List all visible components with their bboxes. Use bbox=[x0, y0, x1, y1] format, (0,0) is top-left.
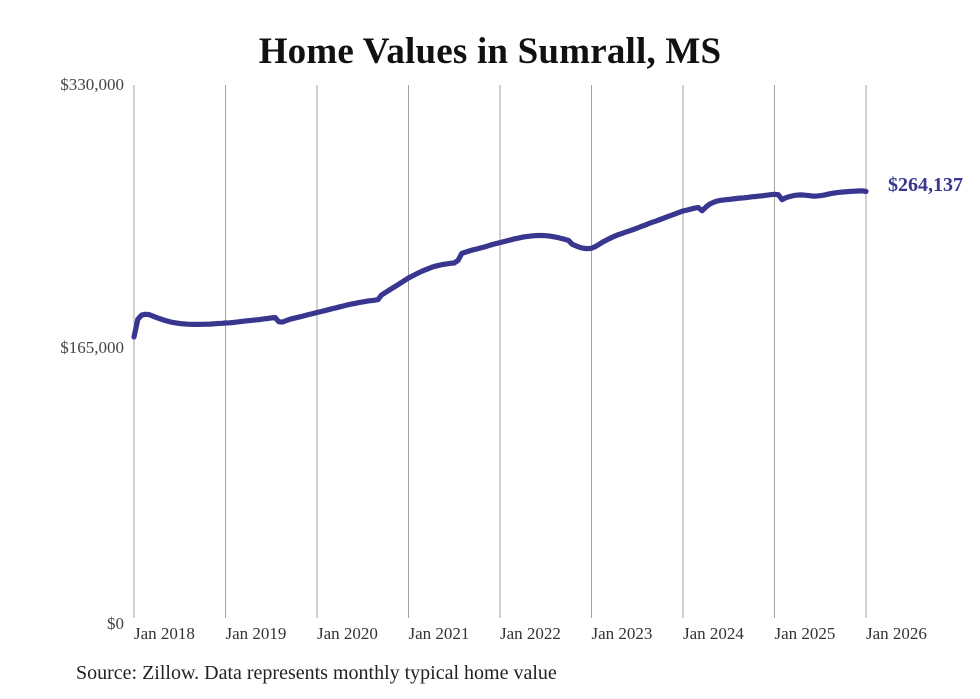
svg-text:Jan 2025: Jan 2025 bbox=[775, 624, 836, 643]
svg-text:$0: $0 bbox=[107, 614, 124, 633]
svg-text:$165,000: $165,000 bbox=[60, 338, 124, 357]
svg-text:Jan 2024: Jan 2024 bbox=[683, 624, 744, 643]
svg-text:Jan 2022: Jan 2022 bbox=[500, 624, 561, 643]
svg-text:Jan 2019: Jan 2019 bbox=[226, 624, 287, 643]
svg-text:Jan 2018: Jan 2018 bbox=[134, 624, 195, 643]
svg-text:$264,137: $264,137 bbox=[888, 174, 963, 196]
svg-text:Jan 2020: Jan 2020 bbox=[317, 624, 378, 643]
svg-text:Jan 2021: Jan 2021 bbox=[409, 624, 470, 643]
svg-text:$330,000: $330,000 bbox=[60, 75, 124, 94]
svg-text:Jan 2026: Jan 2026 bbox=[866, 624, 927, 643]
svg-text:Jan 2023: Jan 2023 bbox=[592, 624, 653, 643]
